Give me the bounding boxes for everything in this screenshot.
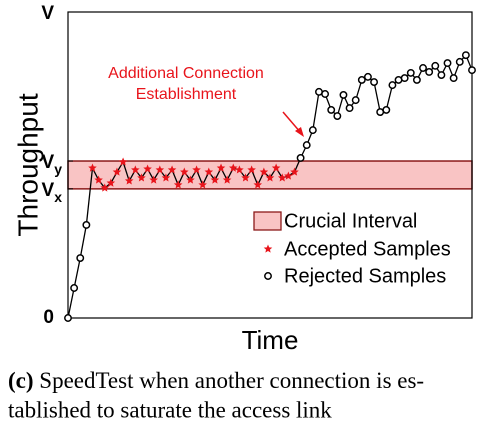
accepted-marker — [277, 173, 287, 182]
accepted-marker — [161, 173, 171, 182]
accepted-marker — [265, 173, 275, 182]
accepted-marker — [137, 173, 146, 182]
accepted-marker — [100, 183, 110, 192]
accepted-marker — [284, 171, 293, 180]
rejected-marker — [82, 221, 91, 229]
rejected-marker — [302, 141, 311, 150]
caption-line: SpeedTest when another connection is es- — [39, 368, 424, 393]
legend-swatch — [253, 211, 282, 231]
accepted-marker — [253, 180, 263, 189]
accepted-marker — [180, 167, 189, 176]
rejected-marker — [437, 71, 446, 79]
accepted-marker — [118, 157, 128, 166]
accepted-marker — [198, 180, 207, 189]
rejected-marker — [370, 78, 379, 87]
rejected-marker — [308, 126, 317, 135]
accepted-marker — [290, 167, 299, 176]
rejected-marker — [76, 254, 85, 262]
accepted-marker — [241, 173, 250, 182]
legend-label: Crucial Interval — [284, 210, 417, 232]
rejected-marker — [412, 75, 421, 84]
accepted-marker — [216, 163, 226, 172]
accepted-marker — [235, 165, 244, 174]
rejected-marker — [400, 74, 409, 83]
caption-label: (c) — [8, 368, 34, 393]
accepted-marker — [143, 164, 152, 173]
x-axis-label: Time — [242, 325, 299, 355]
y-tick-label: Vx — [42, 180, 63, 205]
accepted-marker — [112, 167, 122, 176]
y-tick-label: 0 — [43, 307, 54, 328]
accepted-marker — [106, 178, 116, 187]
accepted-marker — [263, 244, 273, 253]
arrow-head — [295, 127, 304, 137]
rejected-marker — [449, 74, 458, 83]
rejected-marker — [339, 90, 348, 99]
y-tick-label-main: V — [42, 180, 55, 201]
accepted-marker — [247, 165, 256, 174]
rejected-marker — [443, 59, 452, 68]
accepted-marker — [210, 175, 220, 184]
y-tick-label-sub: x — [54, 189, 62, 205]
accepted-marker — [88, 163, 97, 172]
accepted-marker — [131, 165, 140, 174]
legend-label: Accepted Samples — [284, 238, 451, 260]
accepted-marker — [94, 175, 103, 184]
rejected-marker — [327, 105, 336, 114]
rejected-marker — [345, 104, 354, 113]
accepted-marker — [271, 163, 281, 172]
accepted-marker — [204, 167, 214, 176]
rejected-marker — [64, 314, 72, 322]
accepted-marker — [186, 175, 195, 184]
annotation: Additional Connection — [108, 65, 264, 82]
rejected-marker — [351, 96, 360, 105]
rejected-marker — [382, 105, 391, 114]
accepted-marker — [222, 175, 232, 184]
rejected-marker — [388, 81, 397, 90]
rejected-marker — [461, 51, 470, 60]
accepted-marker — [228, 163, 238, 172]
y-tick-label: Vy — [42, 152, 63, 177]
caption-line: tablished to saturate the access link — [8, 397, 332, 422]
rejected-marker — [321, 90, 330, 98]
y-tick-label-main: V — [42, 152, 55, 173]
rejected-marker — [70, 284, 79, 292]
accepted-marker — [124, 176, 134, 185]
y-axis-label: Throughput — [12, 93, 43, 236]
rejected-marker — [431, 61, 440, 70]
rejected-marker — [363, 72, 372, 81]
rejected-marker — [455, 57, 464, 66]
accepted-marker — [167, 165, 177, 174]
accepted-marker — [155, 165, 165, 174]
rejected-marker — [425, 68, 434, 76]
rejected-marker — [264, 272, 272, 280]
rejected-marker — [419, 64, 427, 72]
y-tick-label: V — [41, 3, 54, 24]
rejected-marker — [406, 68, 415, 77]
rejected-marker — [333, 112, 342, 120]
annotation: Establishment — [136, 86, 237, 103]
legend-label: Rejected Samples — [284, 265, 446, 287]
rejected-marker — [357, 75, 366, 84]
caption: (c) SpeedTest when another connection is… — [8, 368, 424, 393]
rejected-marker — [296, 154, 305, 162]
plot-frame — [67, 11, 473, 319]
y-tick-label-sub: y — [54, 161, 62, 177]
accepted-marker — [192, 165, 201, 174]
accepted-marker — [173, 180, 183, 189]
rejected-marker — [468, 66, 476, 75]
accepted-marker — [149, 175, 158, 184]
accepted-marker — [259, 167, 269, 176]
